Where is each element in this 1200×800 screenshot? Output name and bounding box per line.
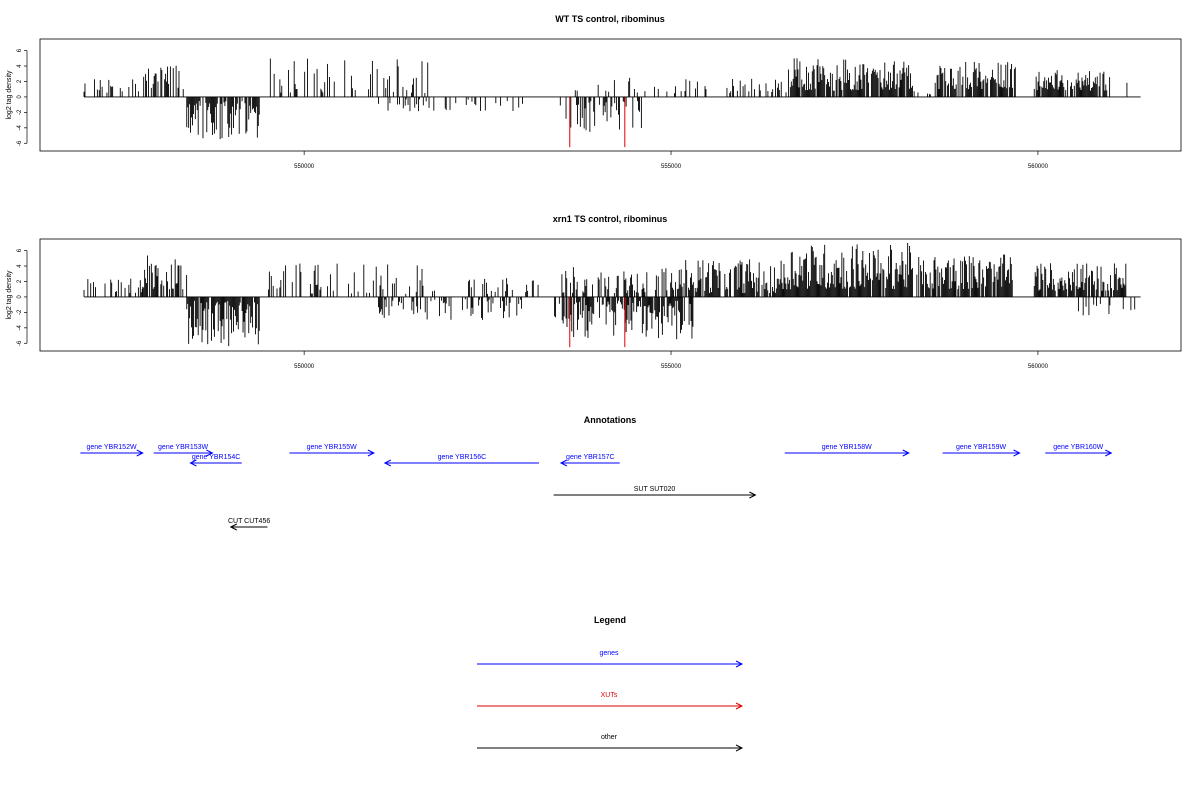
feature-label: gene YBR157C [566,454,615,461]
y-tick-label: -2 [17,309,23,315]
annotations-panel: Annotations gene YBR152W gene YBR153Wgene… [80,415,1113,531]
axes: -6 -4 -2 0 2 4 6 550000 555000 560000 [17,48,1141,170]
legend-label: XUTs [601,692,618,699]
feature-label: gene YBR158W [822,444,872,451]
plot-frame [39,38,1182,152]
y-tick-label: -4 [17,125,23,131]
annotation-feature: gene YBR159W [942,444,1021,457]
annotation-feature: CUT CUT456 [228,518,270,531]
legend-item: XUTs [477,692,744,710]
x-tick-label: 550000 [294,164,315,170]
density-bars [83,242,1136,348]
y-tick-label: 6 [17,48,23,52]
feature-label: SUT SUT020 [634,486,676,493]
arrow-head [136,449,144,457]
arrow-head [367,449,375,457]
y-axis-label: log2 tag density [6,270,13,320]
arrow-head [735,660,744,668]
axes: -6 -4 -2 0 2 4 6 550000 555000 560000 [17,248,1141,370]
feature-label: gene YBR154C [192,454,241,461]
annotation-feature: gene YBR160W [1045,444,1113,457]
arrow-head [735,744,744,752]
legend-items: genes XUTs other [477,650,744,752]
y-tick-label: 0 [17,95,23,99]
x-tick-label: 560000 [1028,364,1049,370]
y-tick-label: 2 [17,279,23,283]
annotation-feature: gene YBR157C [559,454,620,467]
panel-title: WT TS control, ribominus [555,14,665,24]
arrow-head [902,449,910,457]
feature-label: gene YBR152W [87,444,137,451]
legend: Legend genes XUTs other [477,615,744,752]
y-tick-label: -6 [17,140,23,146]
annotation-feature: gene YBR154C [189,454,242,467]
x-tick-label: 555000 [661,164,682,170]
arrow-head [1013,449,1021,457]
y-tick-label: 4 [17,64,23,68]
feature-label: CUT CUT456 [228,518,270,525]
y-tick-label: 6 [17,248,23,252]
x-tick-label: 560000 [1028,164,1049,170]
legend-item: genes [477,650,744,668]
annotation-feature: gene YBR153W [153,444,214,457]
feature-label: gene YBR153W [158,444,208,451]
y-tick-label: -2 [17,109,23,115]
track-panel-xrn1: xrn1 TS control, ribominus log2 tag dens… [6,214,1182,370]
density-bars [83,58,1128,148]
annotation-feature: gene YBR156C [383,454,539,467]
feature-label: gene YBR155W [307,444,357,451]
x-tick-label: 555000 [661,364,682,370]
y-tick-label: -6 [17,340,23,346]
annotation-features: gene YBR152W gene YBR153W gene YBR154C gene… [80,444,1113,531]
y-tick-label: 2 [17,79,23,83]
legend-label: genes [599,650,619,657]
annotation-feature: gene YBR158W [784,444,910,457]
y-axis-label: log2 tag density [6,70,13,120]
annotation-feature: gene YBR155W [289,444,375,457]
annotation-feature: SUT SUT020 [553,486,757,499]
feature-label: gene YBR160W [1053,444,1103,451]
legend-title: Legend [594,615,626,625]
arrow-head [749,491,757,499]
y-tick-label: -4 [17,325,23,331]
arrow-head [735,702,744,710]
arrow-head [383,459,392,467]
panel-title: xrn1 TS control, ribominus [553,214,668,224]
feature-label: gene YBR156C [438,454,487,461]
arrow-head [1105,449,1113,457]
plot-frame [39,238,1182,352]
track-panel-wt: WT TS control, ribominus log2 tag densit… [6,14,1182,170]
y-tick-label: 4 [17,264,23,268]
legend-label: other [601,734,618,741]
annotations-title: Annotations [584,415,637,425]
feature-label: gene YBR159W [956,444,1006,451]
annotation-feature: gene YBR152W [80,444,144,457]
arrow-head [229,523,238,531]
arrow-head [206,449,214,457]
y-tick-label: 0 [17,295,23,299]
x-tick-label: 550000 [294,364,315,370]
arrow-head [189,459,197,467]
legend-item: other [477,734,744,752]
arrow-head [559,459,568,467]
